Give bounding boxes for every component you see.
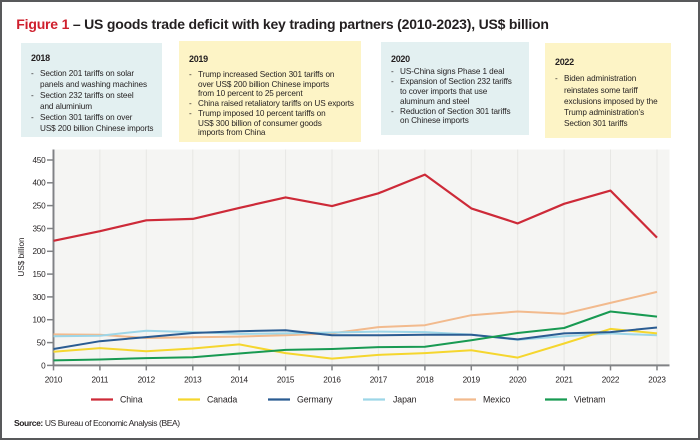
svg-text:2019: 2019 xyxy=(463,376,481,385)
svg-text:2017: 2017 xyxy=(370,376,388,385)
svg-text:100: 100 xyxy=(32,316,46,325)
svg-text:350: 350 xyxy=(32,224,46,233)
svg-text:150: 150 xyxy=(32,270,46,279)
svg-text:300: 300 xyxy=(32,293,46,302)
svg-text:2016: 2016 xyxy=(323,376,341,385)
svg-text:400: 400 xyxy=(32,179,46,188)
svg-text:2021: 2021 xyxy=(555,376,573,385)
svg-text:Mexico: Mexico xyxy=(483,395,510,405)
svg-text:250: 250 xyxy=(32,202,46,211)
svg-text:2023: 2023 xyxy=(648,376,666,385)
svg-text:450: 450 xyxy=(32,156,46,165)
svg-text:2012: 2012 xyxy=(138,376,156,385)
svg-text:2022: 2022 xyxy=(602,376,620,385)
svg-text:Vietnam: Vietnam xyxy=(574,395,605,405)
svg-text:200: 200 xyxy=(32,247,46,256)
svg-text:0: 0 xyxy=(41,361,46,370)
svg-text:Canada: Canada xyxy=(207,395,237,405)
svg-text:China: China xyxy=(120,395,143,405)
svg-text:Germany: Germany xyxy=(297,395,333,405)
svg-text:2013: 2013 xyxy=(184,376,202,385)
svg-text:2018: 2018 xyxy=(416,376,434,385)
svg-text:US$ billion: US$ billion xyxy=(17,237,26,277)
svg-text:50: 50 xyxy=(37,339,46,348)
svg-text:2014: 2014 xyxy=(230,376,248,385)
svg-text:2015: 2015 xyxy=(277,376,295,385)
svg-text:Japan: Japan xyxy=(393,395,417,405)
svg-text:2010: 2010 xyxy=(45,376,63,385)
svg-text:2020: 2020 xyxy=(509,376,527,385)
svg-text:2011: 2011 xyxy=(91,376,108,385)
